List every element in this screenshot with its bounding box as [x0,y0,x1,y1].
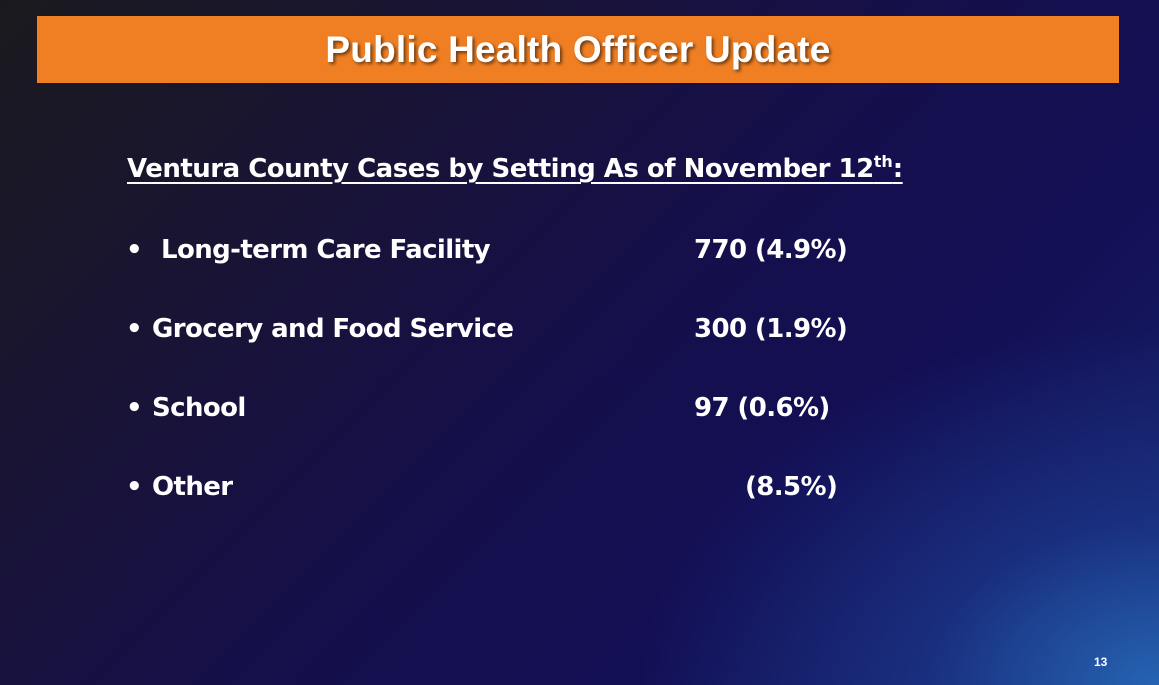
page-number: 13 [1094,655,1108,669]
item-label: Long-term Care Facility [161,235,491,265]
subtitle-main: Ventura County Cases by Setting As of No… [127,154,874,184]
slide-subtitle: Ventura County Cases by Setting As of No… [127,152,903,184]
item-value: 300 (1.9%) [694,314,848,344]
item-label: Other [152,472,233,502]
subtitle-colon: : [892,154,903,184]
bullet-icon: • [126,393,143,423]
title-bar: Public Health Officer Update [37,16,1119,83]
list-item-other: • Other (8.5%) [126,472,926,512]
bullet-icon: • [126,472,143,502]
item-label: School [152,393,246,423]
list-item-school: • School 97 (0.6%) [126,393,926,433]
list-item-long-term-care: • Long-term Care Facility 770 (4.9%) [126,235,926,275]
item-value: 97 (0.6%) [694,393,830,423]
item-value: (8.5%) [745,472,838,502]
list-item-grocery-food-service: • Grocery and Food Service 300 (1.9%) [126,314,926,354]
bullet-icon: • [126,235,143,265]
bullet-icon: • [126,314,143,344]
slide-title: Public Health Officer Update [325,28,831,70]
subtitle-superscript: th [873,152,893,171]
item-value: 770 (4.9%) [694,235,848,265]
item-label: Grocery and Food Service [152,314,514,344]
